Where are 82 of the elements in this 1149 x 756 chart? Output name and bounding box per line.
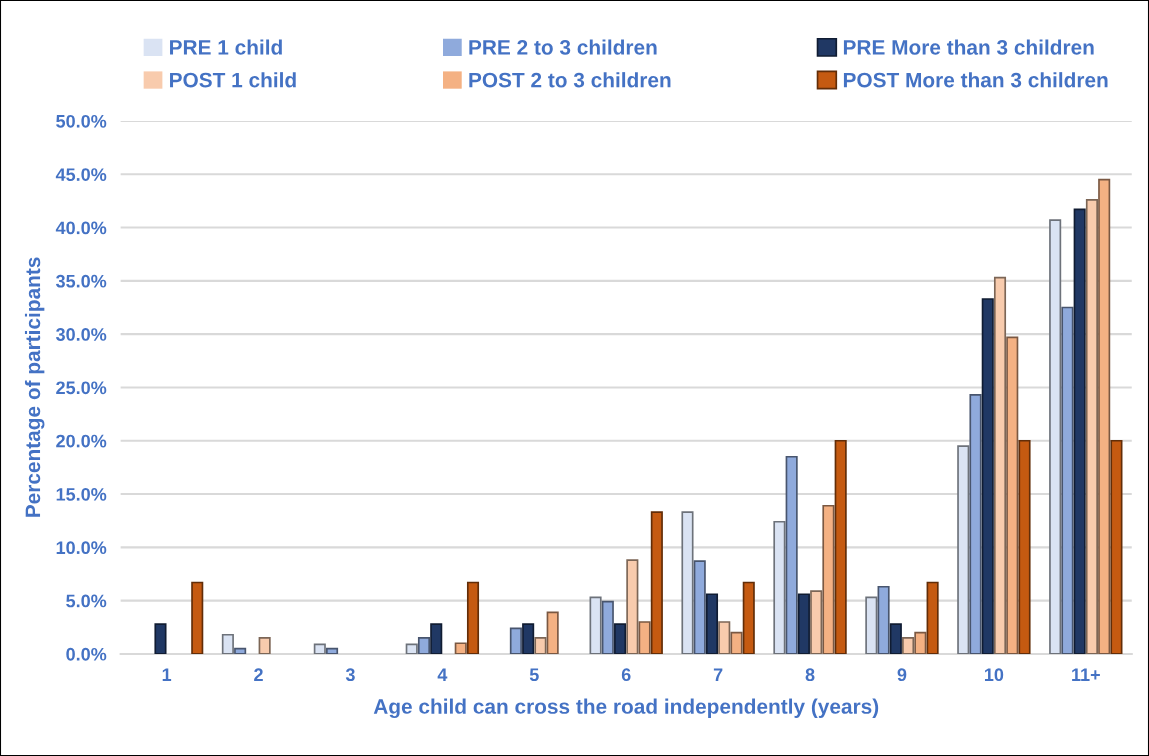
bar — [822, 504, 835, 654]
bar — [258, 637, 271, 654]
y-tick-label: 20.0% — [56, 434, 107, 448]
bar — [957, 445, 970, 654]
bar — [889, 623, 902, 654]
y-tick-label: 5.0% — [66, 594, 107, 608]
y-tick-label: 30.0% — [55, 328, 107, 341]
bar — [466, 581, 480, 654]
bar — [1085, 199, 1098, 654]
bar — [797, 593, 810, 654]
bar — [877, 585, 890, 654]
bar — [546, 611, 559, 654]
legend-label: PRE 1 child — [170, 39, 282, 55]
bar — [417, 637, 431, 654]
y-tick-label: 40.0% — [55, 221, 107, 235]
bar — [221, 633, 234, 654]
x-tick-label: 1 — [162, 668, 172, 681]
x-axis-title: Age child can cross the road independently (years) — [373, 698, 879, 719]
y-tick-label: 35.0% — [55, 274, 107, 288]
x-tick-label: 8 — [805, 668, 815, 682]
bar — [509, 627, 522, 654]
x-tick-label: 4 — [437, 668, 448, 681]
x-tick-label: 3 — [345, 668, 355, 682]
bar — [589, 596, 602, 654]
bar — [650, 511, 663, 654]
bar — [834, 439, 847, 654]
x-tick-label: 5 — [529, 668, 539, 682]
bar — [810, 590, 823, 654]
bar — [705, 593, 719, 654]
x-tick-label: 9 — [897, 668, 907, 682]
bar — [1006, 336, 1019, 654]
legend-label: POST More than 3 children — [843, 72, 1108, 88]
bar — [626, 559, 639, 654]
bar — [730, 631, 743, 654]
x-tick-label: 11+ — [1072, 668, 1100, 681]
bar — [191, 581, 204, 654]
bar — [534, 637, 547, 654]
bar — [1098, 178, 1111, 654]
x-tick-label: 2 — [254, 668, 263, 681]
bar — [638, 621, 651, 654]
y-tick-label: 50.0% — [56, 114, 107, 128]
y-tick-label: 0.0% — [66, 647, 107, 661]
bar — [430, 623, 443, 654]
y-tick-label: 45.0% — [55, 168, 107, 181]
y-tick-label: 15.0% — [56, 487, 107, 501]
bar — [454, 642, 467, 654]
x-tick-label: 7 — [713, 668, 723, 681]
bar — [993, 276, 1007, 654]
bar — [614, 623, 627, 654]
bar — [1061, 306, 1074, 654]
bar — [1110, 439, 1123, 654]
bar — [1049, 219, 1062, 654]
legend-label: POST 1 child — [170, 72, 296, 88]
bar — [773, 520, 786, 654]
legend-label: PRE More than 3 children — [843, 39, 1094, 55]
bar — [865, 596, 878, 654]
bar — [693, 560, 706, 654]
bar — [718, 621, 731, 654]
bar — [234, 647, 247, 654]
bar — [742, 581, 755, 654]
bar — [154, 623, 167, 654]
bar — [1018, 439, 1031, 654]
bar — [969, 394, 982, 654]
bar — [926, 581, 939, 654]
bar — [405, 643, 418, 654]
bar — [681, 511, 694, 654]
x-tick-label: 6 — [621, 668, 631, 682]
y-tick-label: 25.0% — [56, 381, 107, 395]
bar — [785, 455, 798, 654]
bar — [326, 647, 339, 654]
bar — [522, 623, 535, 654]
y-tick-label: 10.0% — [56, 541, 107, 555]
bar — [902, 637, 915, 654]
bar — [981, 298, 994, 654]
bar — [601, 600, 614, 654]
legend-label: PRE 2 to 3 children — [469, 39, 657, 55]
legend-label: POST 2 to 3 children — [469, 72, 671, 88]
x-tick-label: 10 — [984, 668, 1004, 682]
y-axis-title: Percentage of participants — [24, 257, 45, 517]
bar — [914, 631, 927, 654]
bar — [1073, 208, 1086, 654]
bar — [313, 643, 326, 654]
